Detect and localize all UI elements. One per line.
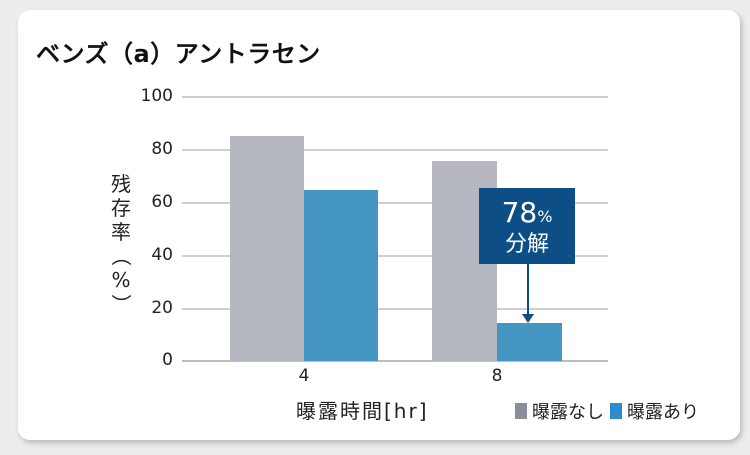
chart-card xyxy=(18,10,740,440)
ytick: 100 xyxy=(140,86,173,106)
gridline-20 xyxy=(182,308,608,310)
legend: 曝露なし 曝露あり xyxy=(515,398,705,424)
ytick: 80 xyxy=(151,139,173,159)
decomposition-callout: 78% 分解 xyxy=(479,188,575,264)
gridline-80 xyxy=(182,149,608,151)
callout-arrow-line xyxy=(527,264,529,316)
gridline-0 xyxy=(182,360,608,362)
gridline-60 xyxy=(182,202,608,204)
legend-swatch-exposed xyxy=(610,403,622,419)
ytick: 40 xyxy=(151,245,173,265)
ytick: 60 xyxy=(151,192,173,212)
xtick: 4 xyxy=(298,366,310,386)
chart-title: ベンズ（a）アントラセン xyxy=(36,40,321,68)
x-axis-label: 曝露時間[hr] xyxy=(296,399,429,423)
legend-swatch-unexposed xyxy=(515,403,527,419)
y-axis-label: 残 存 率 （ % ） xyxy=(109,172,133,314)
xtick: 8 xyxy=(491,366,503,386)
gridline-100 xyxy=(182,96,608,98)
ytick: 20 xyxy=(151,298,173,318)
bar-8hr-exposed xyxy=(497,323,562,361)
ytick: 0 xyxy=(162,350,173,370)
legend-item-exposed: 曝露あり xyxy=(610,398,699,424)
bar-4hr-unexposed xyxy=(230,136,304,361)
arrow-down-icon xyxy=(522,314,534,323)
gridline-40 xyxy=(182,255,608,257)
legend-item-unexposed: 曝露なし xyxy=(515,398,604,424)
bar-4hr-exposed xyxy=(304,190,378,361)
